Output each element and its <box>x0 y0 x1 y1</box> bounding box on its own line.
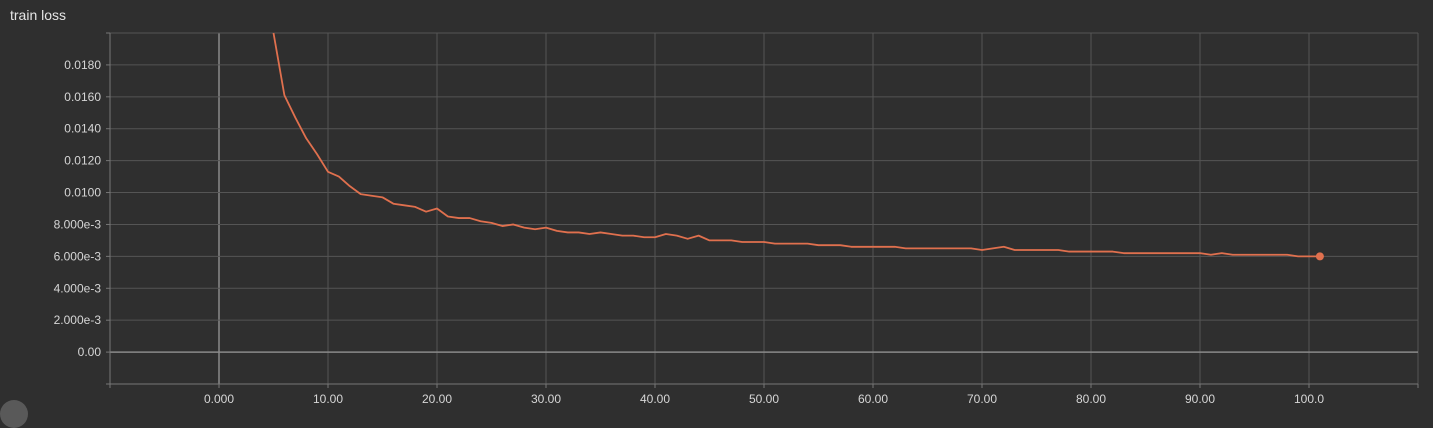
x-tick-label: 10.00 <box>313 392 343 406</box>
x-tick-label: 70.00 <box>967 392 997 406</box>
x-tick-label: 0.000 <box>204 392 234 406</box>
y-tick-label: 0.0140 <box>64 122 101 136</box>
grid-layer <box>109 32 1419 385</box>
x-tick-label: 100.0 <box>1294 392 1324 406</box>
x-tick-label: 50.00 <box>749 392 779 406</box>
series-line <box>272 33 1320 258</box>
y-tick-label: 0.0160 <box>64 90 101 104</box>
tick-label-layer: 0.00 2.000e-3 4.000e-3 6.000e-3 8.000e-3 0.01… <box>54 58 1325 406</box>
y-tick-label: 0.0100 <box>64 186 101 200</box>
series-end-point <box>1315 252 1324 261</box>
axis-layer <box>106 32 1419 388</box>
x-tick-label: 60.00 <box>858 392 888 406</box>
y-tick-label: 8.000e-3 <box>54 217 102 231</box>
expand-button[interactable] <box>0 400 28 428</box>
y-tick-label: 0.0180 <box>64 58 101 72</box>
loss-chart[interactable]: 0.00 2.000e-3 4.000e-3 6.000e-3 8.000e-3 0.01… <box>0 0 1433 416</box>
y-tick-label: 6.000e-3 <box>54 249 102 263</box>
x-tick-label: 20.00 <box>422 392 452 406</box>
x-tick-label: 90.00 <box>1185 392 1215 406</box>
chart-title: train loss <box>10 7 67 23</box>
y-tick-label: 4.000e-3 <box>54 281 102 295</box>
y-tick-label: 2.000e-3 <box>54 313 102 327</box>
y-tick-label: 0.00 <box>78 345 102 359</box>
x-tick-label: 40.00 <box>640 392 670 406</box>
series-layer <box>272 33 1324 261</box>
y-tick-label: 0.0120 <box>64 154 101 168</box>
x-tick-label: 80.00 <box>1076 392 1106 406</box>
x-tick-label: 30.00 <box>531 392 561 406</box>
